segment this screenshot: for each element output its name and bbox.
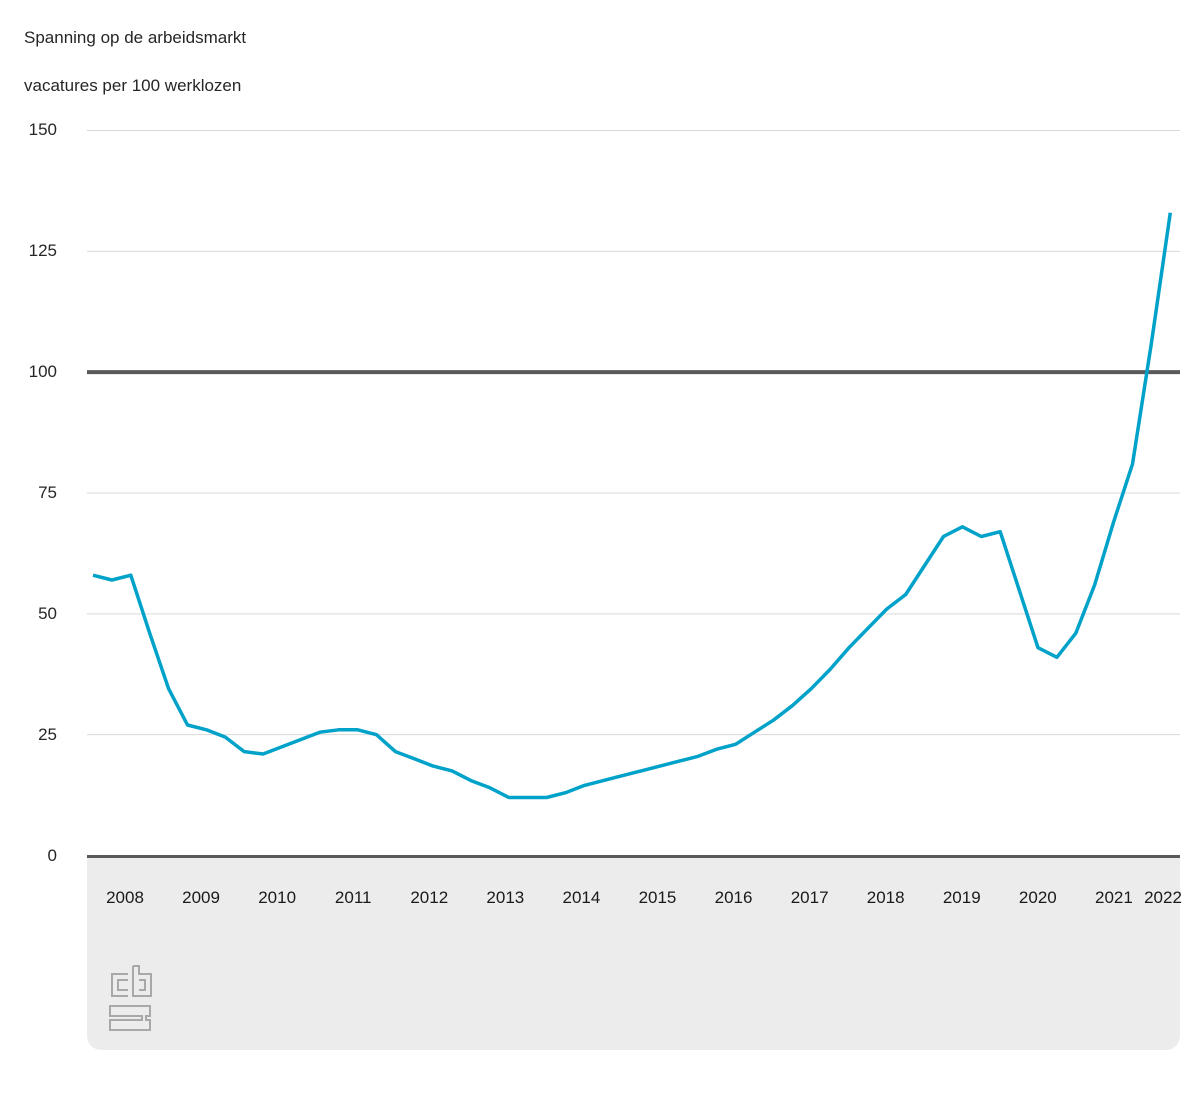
- cbs-logo-s: [109, 1005, 151, 1031]
- x-axis-label: 2020: [1018, 888, 1057, 907]
- x-axis-label: 2018: [866, 888, 905, 907]
- y-axis-label: 75: [38, 482, 57, 502]
- y-axis-label: 150: [28, 120, 57, 140]
- x-axis-label: 2019: [942, 888, 981, 907]
- x-axis-label: 2017: [790, 888, 829, 907]
- x-axis-label: 2008: [106, 888, 144, 907]
- x-axis-label: 2010: [258, 888, 297, 907]
- x-axis-label: 2022: [1144, 888, 1182, 907]
- x-axis-label: 2015: [638, 888, 677, 907]
- cbs-logo-c: [111, 973, 128, 997]
- x-axis-label: 2011: [334, 888, 372, 907]
- chart-subtitle: vacatures per 100 werklozen: [24, 76, 242, 95]
- x-axis-strip: [87, 855, 1180, 1050]
- x-axis-label: 2014: [562, 888, 601, 907]
- x-axis-label: 2012: [410, 888, 449, 907]
- y-axis-label: 100: [28, 362, 57, 382]
- series-line[interactable]: [92, 212, 1173, 800]
- y-axis-label: 50: [38, 603, 57, 623]
- x-axis-label: 2009: [182, 888, 220, 907]
- chart-title: Spanning op de arbeidsmarkt: [24, 28, 247, 47]
- x-axis-label: 2013: [486, 888, 525, 907]
- y-axis-label: 25: [38, 724, 57, 744]
- y-axis-label: 0: [47, 845, 57, 865]
- y-axis-label: 125: [28, 241, 57, 261]
- cbs-logo-b: [132, 965, 152, 997]
- cbs-logo-icon: [109, 965, 152, 1031]
- x-axis-label: 2021: [1094, 888, 1133, 907]
- x-axis-label: 2016: [714, 888, 753, 907]
